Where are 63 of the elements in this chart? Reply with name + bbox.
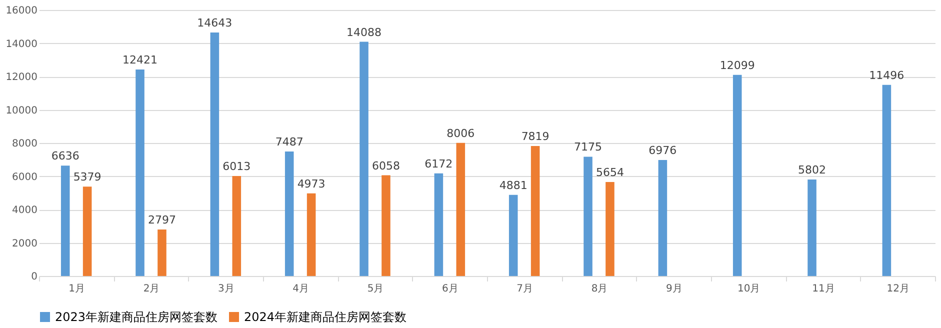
y-tick-label: 6000 bbox=[12, 172, 38, 183]
bar bbox=[82, 186, 92, 276]
y-tick-label: 0 bbox=[31, 272, 38, 282]
data-label: 5802 bbox=[798, 164, 826, 177]
bar bbox=[456, 142, 466, 276]
data-label: 12099 bbox=[720, 58, 755, 72]
y-tick-label: 4000 bbox=[12, 205, 38, 216]
bar bbox=[882, 84, 892, 276]
bar bbox=[60, 166, 70, 276]
data-label: 2797 bbox=[148, 214, 176, 226]
data-label: 7487 bbox=[275, 136, 304, 149]
y-tick-label: 8000 bbox=[12, 138, 38, 150]
data-label: 5654 bbox=[596, 166, 624, 179]
x-tick-label: 4月 bbox=[292, 284, 310, 294]
y-tick-label: 14000 bbox=[6, 38, 38, 50]
x-tick-label: 1月 bbox=[68, 284, 86, 294]
bar bbox=[306, 193, 316, 276]
data-label: 6976 bbox=[648, 144, 677, 158]
data-label: 12421 bbox=[122, 54, 158, 66]
y-tick-label: 12000 bbox=[6, 72, 38, 83]
legend-label: 2023年新建商品住房网签套数 bbox=[55, 310, 218, 324]
x-tick-label: 5月 bbox=[367, 284, 384, 294]
x-tick-label: 2月 bbox=[143, 284, 160, 294]
x-tick-label: 7月 bbox=[516, 284, 534, 294]
x-tick-label: 11月 bbox=[812, 284, 835, 294]
data-label: 6058 bbox=[372, 159, 400, 172]
data-label: 6172 bbox=[424, 157, 453, 170]
y-tick-label: 2000 bbox=[12, 238, 38, 250]
data-label: 11496 bbox=[869, 68, 904, 82]
bar bbox=[808, 180, 816, 276]
bar bbox=[232, 176, 242, 276]
data-label: 7819 bbox=[521, 130, 550, 144]
bar bbox=[584, 156, 592, 276]
x-tick-label: 6月 bbox=[442, 284, 458, 294]
bar bbox=[732, 74, 742, 276]
bar bbox=[284, 152, 294, 276]
bar bbox=[434, 173, 444, 276]
bar bbox=[658, 160, 668, 276]
data-label: 14088 bbox=[346, 26, 382, 39]
data-label: 5379 bbox=[73, 170, 102, 184]
bar bbox=[530, 146, 540, 276]
bar bbox=[382, 175, 390, 276]
data-label: 6636 bbox=[51, 150, 80, 163]
x-tick-label: 8月 bbox=[591, 284, 608, 294]
x-tick-label: 12月 bbox=[886, 284, 910, 294]
x-tick-label: 3月 bbox=[218, 284, 234, 294]
data-label: 4973 bbox=[297, 177, 326, 190]
x-tick-label: 9月 bbox=[666, 284, 682, 294]
data-label: 4881 bbox=[499, 178, 528, 192]
bar bbox=[606, 182, 614, 276]
bar bbox=[158, 230, 166, 276]
data-label: 8006 bbox=[446, 126, 475, 140]
data-label: 14643 bbox=[197, 16, 232, 30]
bar bbox=[508, 194, 518, 276]
legend-label: 2024年新建商品住房网签套数 bbox=[244, 310, 407, 324]
data-label: 6013 bbox=[222, 160, 251, 174]
bar bbox=[136, 70, 144, 276]
bar bbox=[360, 42, 368, 276]
bar bbox=[210, 32, 220, 276]
y-tick-label: 16000 bbox=[6, 6, 38, 16]
y-tick-label: 10000 bbox=[6, 105, 38, 116]
data-label: 7175 bbox=[574, 140, 602, 154]
x-tick-label: 10月 bbox=[737, 284, 760, 294]
